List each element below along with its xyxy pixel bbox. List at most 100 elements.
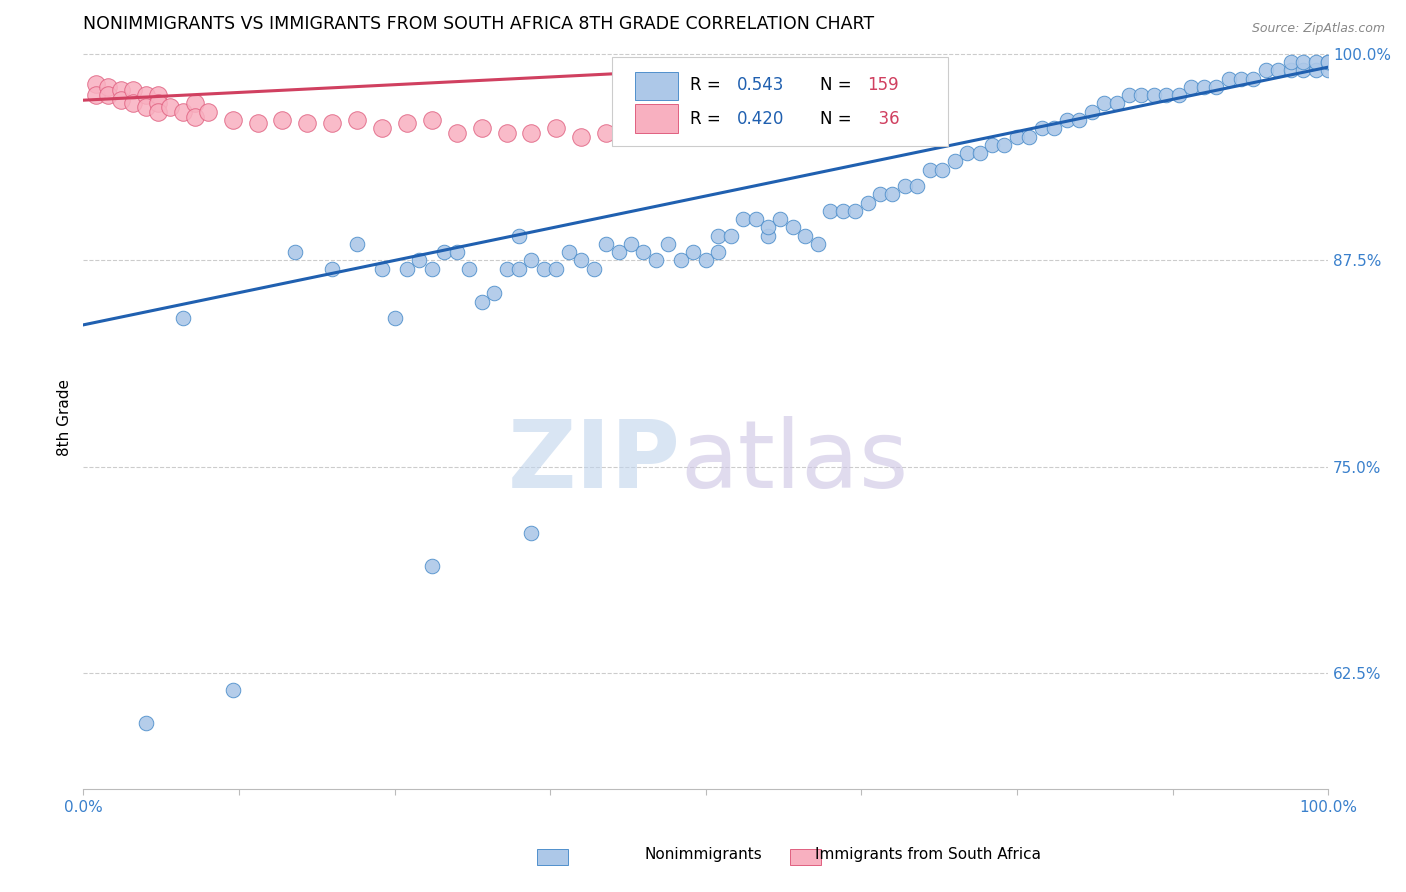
Point xyxy=(1080,104,1102,119)
Point xyxy=(831,203,853,218)
Point xyxy=(657,236,679,251)
Point xyxy=(84,77,107,91)
Y-axis label: 8th Grade: 8th Grade xyxy=(58,379,72,456)
Point xyxy=(122,83,145,97)
Point xyxy=(346,113,368,128)
Point xyxy=(943,154,966,169)
Point xyxy=(620,236,643,251)
Point xyxy=(731,212,754,227)
Point xyxy=(271,113,294,128)
Point xyxy=(508,228,530,243)
Point xyxy=(546,121,568,136)
Point xyxy=(533,261,555,276)
Point xyxy=(1205,80,1227,95)
Point xyxy=(1230,71,1253,86)
Bar xyxy=(634,71,678,100)
Point xyxy=(931,162,953,177)
Point xyxy=(408,253,430,268)
Point xyxy=(1317,55,1340,70)
Point xyxy=(321,261,343,276)
Point xyxy=(371,261,394,276)
Point xyxy=(1043,121,1066,136)
Point xyxy=(769,212,792,227)
Point xyxy=(146,88,169,103)
Point xyxy=(905,179,928,194)
Point xyxy=(184,96,207,111)
Point xyxy=(1056,113,1078,128)
Point xyxy=(159,100,181,114)
Point xyxy=(856,195,879,210)
Point xyxy=(97,88,120,103)
Point xyxy=(1167,88,1189,103)
Point xyxy=(569,253,592,268)
Point xyxy=(284,245,307,260)
Point xyxy=(1279,63,1302,78)
Point xyxy=(1305,55,1327,70)
Point xyxy=(110,93,132,107)
Point xyxy=(695,253,717,268)
Bar xyxy=(537,849,568,865)
Point xyxy=(607,245,630,260)
Point xyxy=(495,126,517,140)
Point xyxy=(420,559,443,574)
Point xyxy=(1192,80,1215,95)
Point xyxy=(633,245,655,260)
Point xyxy=(844,203,866,218)
Bar xyxy=(790,849,821,865)
Text: Immigrants from South Africa: Immigrants from South Africa xyxy=(815,847,1040,862)
Point xyxy=(1241,71,1264,86)
Point xyxy=(1069,113,1091,128)
Point xyxy=(682,245,704,260)
Point xyxy=(595,126,617,140)
Point xyxy=(395,116,418,130)
Point xyxy=(882,187,904,202)
Point xyxy=(707,228,730,243)
Point xyxy=(1105,96,1128,111)
Point xyxy=(172,311,194,326)
Point xyxy=(1317,55,1340,70)
Point xyxy=(1317,63,1340,78)
Point xyxy=(1031,121,1053,136)
Point xyxy=(321,116,343,130)
Point xyxy=(969,146,991,161)
Point xyxy=(558,245,581,260)
Point xyxy=(482,286,505,301)
Point xyxy=(520,126,543,140)
Point xyxy=(1130,88,1153,103)
Text: NONIMMIGRANTS VS IMMIGRANTS FROM SOUTH AFRICA 8TH GRADE CORRELATION CHART: NONIMMIGRANTS VS IMMIGRANTS FROM SOUTH A… xyxy=(83,15,875,33)
Bar xyxy=(634,104,678,133)
Point xyxy=(97,80,120,95)
Point xyxy=(569,129,592,144)
Point xyxy=(1143,88,1166,103)
Point xyxy=(993,137,1015,152)
Point xyxy=(384,311,406,326)
Point xyxy=(395,261,418,276)
Point xyxy=(707,245,730,260)
Point xyxy=(744,212,766,227)
Point xyxy=(756,220,779,235)
Point xyxy=(620,129,643,144)
Point xyxy=(894,179,917,194)
Point xyxy=(221,683,243,698)
Point xyxy=(869,187,891,202)
Point xyxy=(446,126,468,140)
Point xyxy=(1292,55,1315,70)
Point xyxy=(458,261,481,276)
Point xyxy=(446,245,468,260)
Point xyxy=(471,121,494,136)
Point xyxy=(495,261,517,276)
Point xyxy=(197,104,219,119)
Text: R =: R = xyxy=(689,111,725,128)
Point xyxy=(582,261,605,276)
Point xyxy=(1118,88,1140,103)
Point xyxy=(794,228,817,243)
Point xyxy=(84,88,107,103)
Point xyxy=(1092,96,1115,111)
Point xyxy=(1267,63,1289,78)
Point xyxy=(595,236,617,251)
Text: Source: ZipAtlas.com: Source: ZipAtlas.com xyxy=(1251,22,1385,36)
Point xyxy=(1218,71,1240,86)
Point xyxy=(918,162,941,177)
Point xyxy=(1156,88,1178,103)
Point xyxy=(1292,63,1315,78)
